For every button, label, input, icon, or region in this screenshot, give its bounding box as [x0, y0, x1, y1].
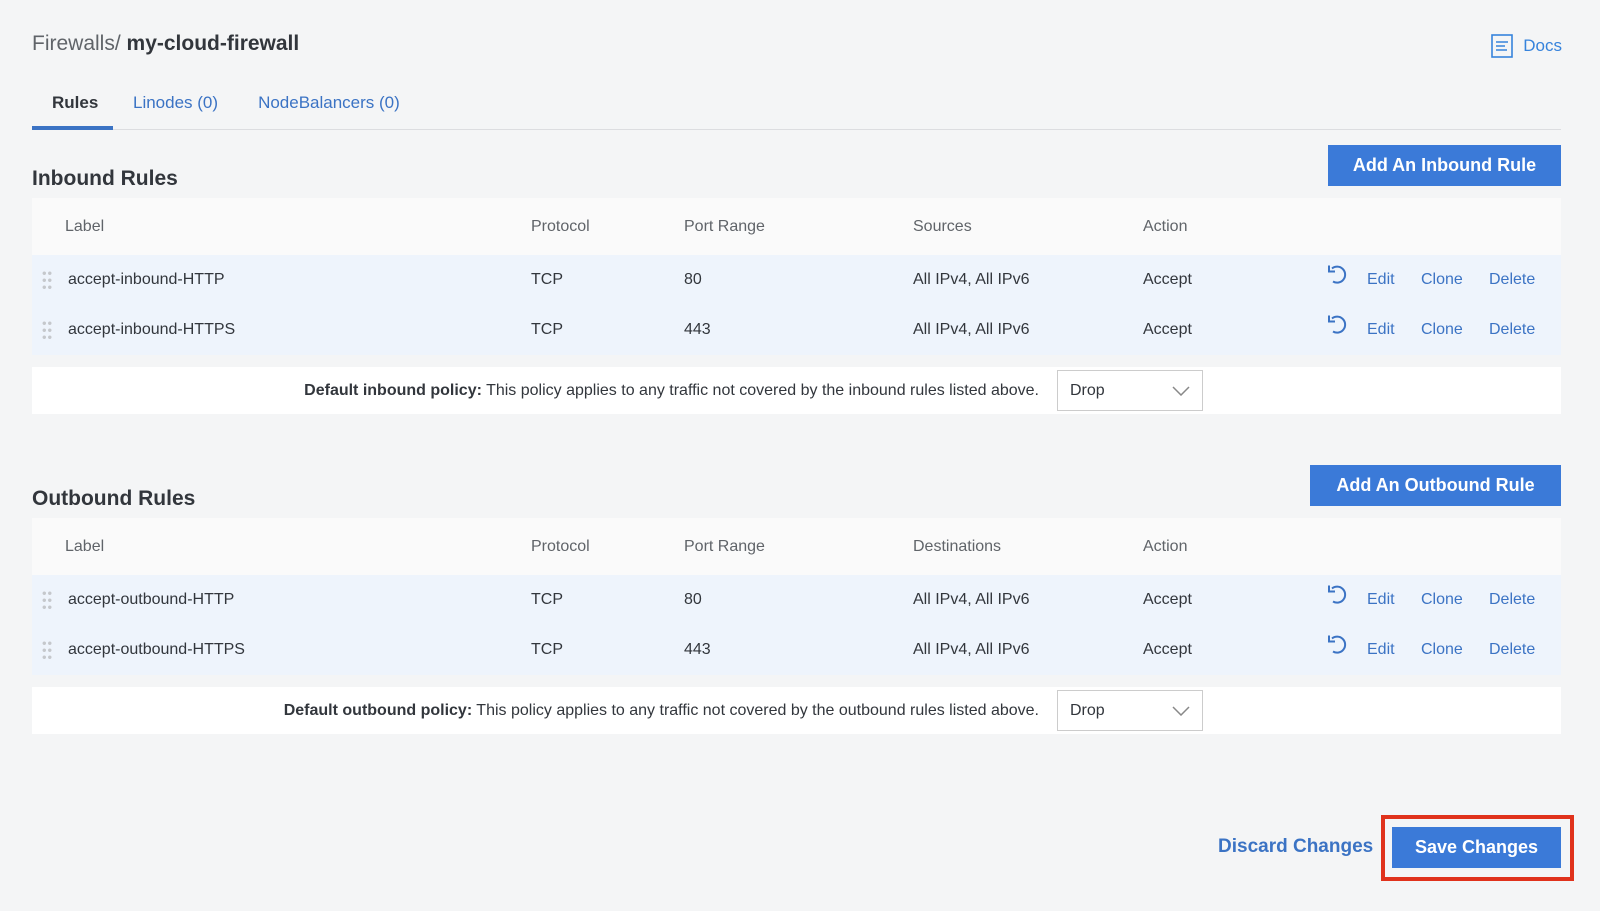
- drag-handle-icon[interactable]: •• •• ••: [42, 315, 54, 345]
- undo-icon[interactable]: [1326, 584, 1348, 611]
- document-icon: [1491, 34, 1514, 58]
- column-header: Protocol: [531, 537, 590, 555]
- tab-linodes[interactable]: Linodes (0): [133, 93, 219, 112]
- highlight-box: [1381, 815, 1574, 881]
- breadcrumb: Firewalls/ my-cloud-firewall: [32, 32, 299, 56]
- policy-label: Default outbound policy:: [283, 701, 473, 719]
- breadcrumb-separator: /: [114, 32, 121, 55]
- rule-addresses: All IPv4, All IPv6: [913, 591, 1030, 608]
- rule-label: accept-outbound-HTTPS: [68, 641, 245, 658]
- policy-description: This policy applies to any traffic not c…: [481, 381, 1039, 399]
- column-header: Destinations: [913, 537, 1002, 555]
- add-outbound-rule-button[interactable]: Add An Outbound Rule: [1310, 465, 1561, 506]
- rule-ports: 443: [684, 641, 711, 658]
- clone-rule-button[interactable]: Clone: [1421, 321, 1463, 338]
- table-row: •• •• •• accept-inbound-HTTP TCP 80 All …: [32, 255, 1561, 305]
- drag-handle-icon[interactable]: •• •• ••: [42, 265, 54, 295]
- docs-label: Docs: [1523, 36, 1562, 55]
- policy-text: Default outbound policy: This policy app…: [284, 702, 1039, 720]
- clone-rule-button[interactable]: Clone: [1421, 271, 1463, 288]
- rule-protocol: TCP: [531, 591, 563, 608]
- outbound-rules-table: Label Protocol Port Range Destinations Actio…: [32, 518, 1561, 734]
- outbound-default-policy: Default outbound policy: This policy app…: [32, 687, 1561, 734]
- page-title: my-cloud-firewall: [126, 32, 300, 55]
- inbound-default-policy: Default inbound policy: This policy appl…: [32, 367, 1561, 414]
- delete-rule-button[interactable]: Delete: [1489, 321, 1536, 338]
- rule-addresses: All IPv4, All IPv6: [913, 271, 1030, 288]
- rule-ports: 443: [684, 321, 711, 338]
- edit-rule-button[interactable]: Edit: [1367, 641, 1395, 658]
- save-changes-button[interactable]: Save Changes: [1392, 827, 1561, 868]
- rule-action: Accept: [1143, 641, 1192, 658]
- tab-bar: Rules Linodes (0) NodeBalancers (0): [32, 86, 1561, 130]
- outbound-policy-select[interactable]: Drop: [1057, 690, 1203, 731]
- table-row: •• •• •• accept-outbound-HTTP TCP 80 All…: [32, 575, 1561, 625]
- column-header: Port Range: [684, 217, 765, 235]
- inbound-rules-title: Inbound Rules: [32, 167, 178, 190]
- rule-ports: 80: [684, 591, 702, 608]
- discard-changes-button[interactable]: Discard Changes: [1218, 836, 1374, 857]
- inbound-rules-table: Label Protocol Port Range Sources Action •• …: [32, 198, 1561, 414]
- rule-action: Accept: [1143, 321, 1192, 338]
- undo-icon[interactable]: [1326, 314, 1348, 341]
- column-header: Port Range: [684, 537, 765, 555]
- policy-text: Default inbound policy: This policy appl…: [304, 382, 1039, 400]
- column-header: Label: [65, 537, 105, 555]
- table-row: •• •• •• accept-inbound-HTTPS TCP 443 Al…: [32, 305, 1561, 355]
- rule-protocol: TCP: [531, 641, 563, 658]
- clone-rule-button[interactable]: Clone: [1421, 641, 1463, 658]
- policy-value: Drop: [1070, 381, 1105, 399]
- undo-icon[interactable]: [1326, 264, 1348, 291]
- table-header: Label Protocol Port Range Destinations Actio…: [32, 518, 1561, 575]
- chevron-down-icon: [1172, 705, 1190, 716]
- breadcrumb-parent[interactable]: Firewalls: [32, 32, 115, 55]
- table-row: •• •• •• accept-outbound-HTTPS TCP 443 A…: [32, 625, 1561, 675]
- delete-rule-button[interactable]: Delete: [1489, 271, 1536, 288]
- delete-rule-button[interactable]: Delete: [1489, 591, 1536, 608]
- column-header: Action: [1143, 537, 1188, 555]
- edit-rule-button[interactable]: Edit: [1367, 591, 1395, 608]
- undo-icon[interactable]: [1326, 634, 1348, 661]
- drag-handle-icon[interactable]: •• •• ••: [42, 635, 54, 665]
- tab-nodebalancers[interactable]: NodeBalancers (0): [258, 93, 400, 112]
- edit-rule-button[interactable]: Edit: [1367, 321, 1395, 338]
- column-header: Sources: [913, 217, 972, 235]
- policy-label: Default inbound policy:: [304, 381, 482, 399]
- column-header: Protocol: [531, 217, 590, 235]
- add-inbound-rule-button[interactable]: Add An Inbound Rule: [1328, 145, 1561, 186]
- rule-label: accept-inbound-HTTP: [68, 271, 225, 288]
- docs-link[interactable]: Docs: [1491, 34, 1562, 58]
- drag-handle-icon[interactable]: •• •• ••: [42, 585, 54, 615]
- policy-description: This policy applies to any traffic not c…: [472, 701, 1039, 719]
- tab-rules[interactable]: Rules: [32, 86, 113, 130]
- chevron-down-icon: [1172, 385, 1190, 396]
- rule-label: accept-inbound-HTTPS: [68, 321, 236, 338]
- column-header: Label: [65, 217, 105, 235]
- rule-addresses: All IPv4, All IPv6: [913, 641, 1030, 658]
- rule-ports: 80: [684, 271, 702, 288]
- rule-protocol: TCP: [531, 271, 563, 288]
- rule-addresses: All IPv4, All IPv6: [913, 321, 1030, 338]
- delete-rule-button[interactable]: Delete: [1489, 641, 1536, 658]
- policy-value: Drop: [1070, 701, 1105, 719]
- edit-rule-button[interactable]: Edit: [1367, 271, 1395, 288]
- rule-label: accept-outbound-HTTP: [68, 591, 235, 608]
- rule-action: Accept: [1143, 591, 1192, 608]
- outbound-rules-title: Outbound Rules: [32, 487, 196, 510]
- rule-protocol: TCP: [531, 321, 563, 338]
- table-header: Label Protocol Port Range Sources Action: [32, 198, 1561, 255]
- rule-action: Accept: [1143, 271, 1192, 288]
- inbound-policy-select[interactable]: Drop: [1057, 370, 1203, 411]
- column-header: Action: [1143, 217, 1188, 235]
- clone-rule-button[interactable]: Clone: [1421, 591, 1463, 608]
